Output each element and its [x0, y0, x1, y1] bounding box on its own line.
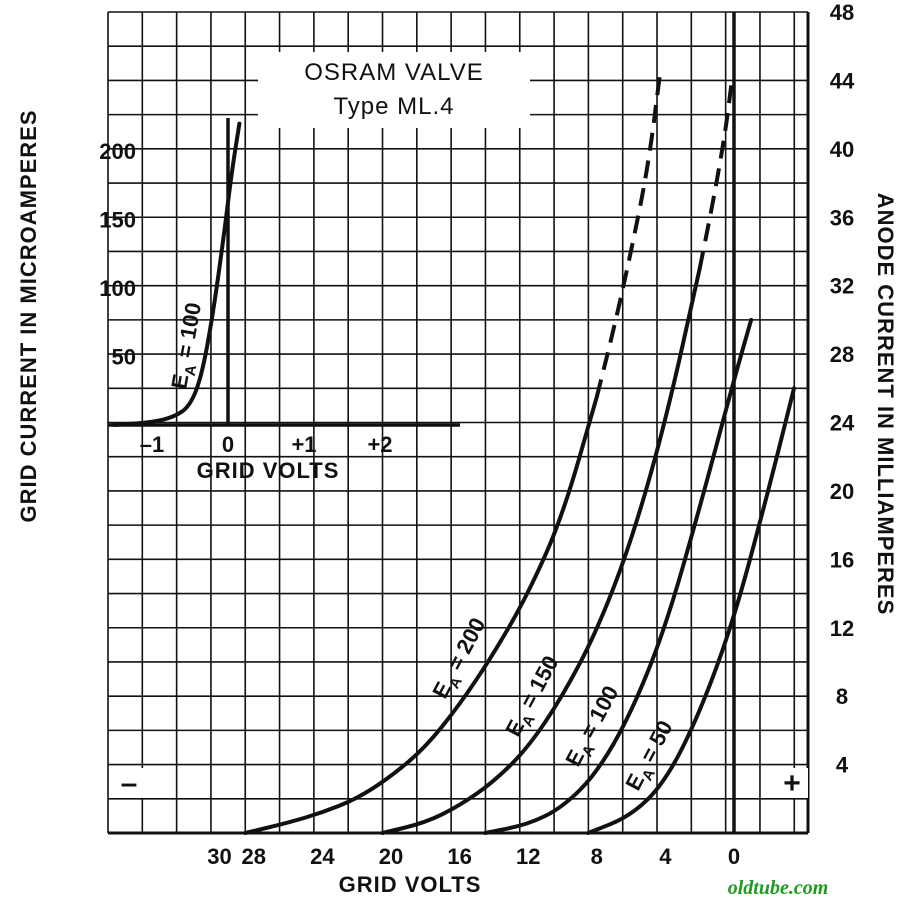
main-y-tick-label: 8	[836, 684, 848, 709]
main-y-tick-label: 20	[830, 479, 854, 504]
inset-x-tick-label: 0	[222, 432, 234, 457]
main-y-axis-title: ANODE CURRENT IN MILLIAMPERES	[873, 193, 898, 616]
inset-y-tick-label: 50	[112, 345, 136, 370]
main-x-tick-label: 4	[659, 844, 672, 869]
negative-sign-label: –	[121, 767, 138, 800]
series-curve-dashed	[594, 71, 663, 398]
negative-sign-box	[114, 768, 144, 798]
main-x-tick-label: 12	[516, 844, 540, 869]
main-y-tick-label: 24	[830, 411, 855, 436]
inset-x-tick-label: –1	[140, 432, 164, 457]
inset-series-label: EA = 100	[166, 301, 211, 392]
main-y-tick-label: 44	[830, 68, 855, 93]
main-y-tick-label: 48	[830, 0, 854, 25]
watermark-text: oldtube.com	[728, 877, 829, 899]
series-curve	[586, 386, 797, 835]
inset-x-axis-title: GRID VOLTS	[197, 458, 340, 483]
main-y-tick-label: 4	[836, 753, 849, 778]
main-x-tick-label: 24	[310, 844, 335, 869]
series-curve	[380, 266, 702, 835]
main-y-tick-label: 36	[830, 205, 854, 230]
series-curve-dashed	[697, 76, 735, 269]
inset-series-curve	[112, 121, 242, 427]
series-label: EA = 100	[560, 682, 627, 773]
main-y-tick-label: 28	[830, 342, 854, 367]
main-x-tick-label: 0	[728, 844, 740, 869]
series-label: EA = 150	[500, 652, 567, 743]
inset-x-tick-label: +2	[367, 432, 392, 457]
positive-sign-label: +	[783, 767, 801, 800]
chart-title: OSRAM VALVE	[304, 59, 484, 86]
series-curve	[483, 317, 754, 835]
main-y-tick-label: 12	[830, 616, 854, 641]
positive-sign-box	[776, 768, 808, 798]
main-x-tick-label: 16	[447, 844, 471, 869]
main-y-tick-label: 16	[830, 547, 854, 572]
inset-y-axis-title: GRID CURRENT IN MICROAMPERES	[16, 109, 41, 522]
chart-subtitle: Type ML.4	[333, 93, 454, 120]
chart-grid	[107, 11, 810, 835]
inset-y-tick-label: 100	[99, 276, 136, 301]
title-box	[258, 52, 530, 128]
inset-y-tick-label: 200	[99, 139, 136, 164]
main-x-tick-label: 28	[242, 844, 266, 869]
inset-x-tick-label: +1	[291, 432, 316, 457]
series-label: EA = 50	[620, 716, 682, 796]
main-x-tick-label: 8	[591, 844, 603, 869]
main-x-tick-label: 20	[379, 844, 403, 869]
inset-y-tick-label: 150	[99, 208, 136, 233]
main-x-tick-label: 30	[207, 844, 231, 869]
series-curve	[243, 394, 599, 835]
main-x-axis-title: GRID VOLTS	[339, 872, 482, 897]
main-y-tick-label: 32	[830, 274, 854, 299]
main-y-tick-label: 40	[830, 137, 854, 162]
